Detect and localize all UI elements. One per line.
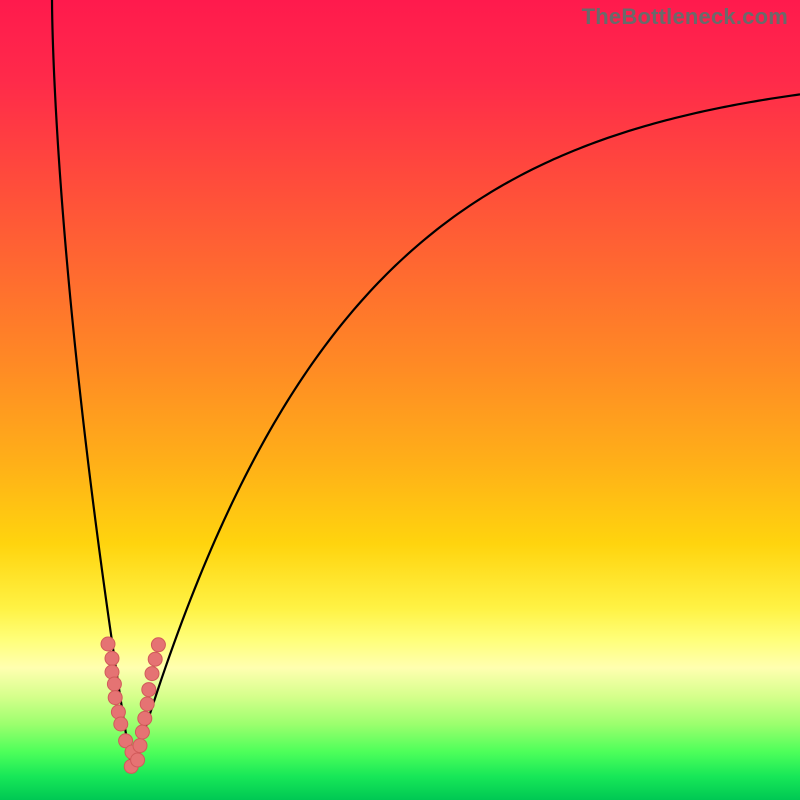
marker-cluster xyxy=(101,637,165,773)
marker-dot xyxy=(133,739,147,753)
marker-dot xyxy=(140,697,154,711)
bottleneck-curve xyxy=(52,0,800,772)
marker-dot xyxy=(107,677,121,691)
chart-overlay-svg xyxy=(0,0,800,800)
watermark-text: TheBottleneck.com xyxy=(582,4,788,30)
marker-dot xyxy=(145,667,159,681)
marker-dot xyxy=(142,683,156,697)
marker-dot xyxy=(135,725,149,739)
marker-dot xyxy=(131,753,145,767)
marker-dot xyxy=(151,638,165,652)
marker-dot xyxy=(108,691,122,705)
marker-dot xyxy=(114,717,128,731)
marker-dot xyxy=(105,651,119,665)
marker-dot xyxy=(148,652,162,666)
chart-stage: TheBottleneck.com xyxy=(0,0,800,800)
marker-dot xyxy=(138,711,152,725)
marker-dot xyxy=(101,637,115,651)
